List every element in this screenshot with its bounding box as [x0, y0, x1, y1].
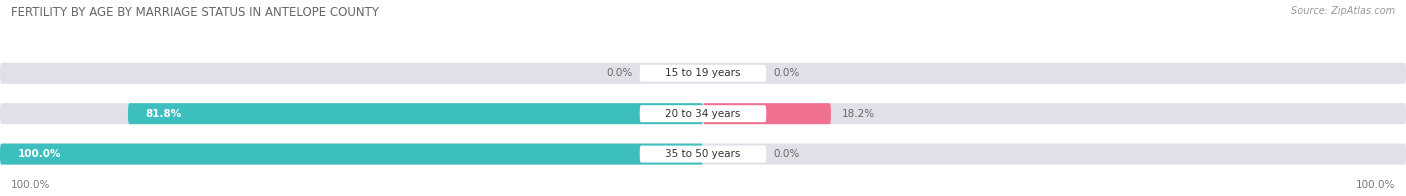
Text: 100.0%: 100.0%	[11, 180, 51, 190]
Text: 100.0%: 100.0%	[17, 149, 60, 159]
Text: 81.8%: 81.8%	[145, 109, 181, 119]
Text: FERTILITY BY AGE BY MARRIAGE STATUS IN ANTELOPE COUNTY: FERTILITY BY AGE BY MARRIAGE STATUS IN A…	[11, 6, 380, 19]
FancyBboxPatch shape	[640, 65, 766, 82]
FancyBboxPatch shape	[0, 63, 1406, 84]
Text: 35 to 50 years: 35 to 50 years	[665, 149, 741, 159]
FancyBboxPatch shape	[0, 143, 1406, 165]
FancyBboxPatch shape	[0, 143, 703, 165]
FancyBboxPatch shape	[640, 105, 766, 122]
FancyBboxPatch shape	[128, 103, 703, 124]
Text: 18.2%: 18.2%	[841, 109, 875, 119]
Text: 20 to 34 years: 20 to 34 years	[665, 109, 741, 119]
Text: 0.0%: 0.0%	[773, 68, 800, 78]
Text: 0.0%: 0.0%	[606, 68, 633, 78]
FancyBboxPatch shape	[640, 146, 766, 162]
Text: 15 to 19 years: 15 to 19 years	[665, 68, 741, 78]
FancyBboxPatch shape	[0, 103, 1406, 124]
Text: 100.0%: 100.0%	[1355, 180, 1395, 190]
Text: 0.0%: 0.0%	[773, 149, 800, 159]
Text: Source: ZipAtlas.com: Source: ZipAtlas.com	[1291, 6, 1395, 16]
FancyBboxPatch shape	[703, 103, 831, 124]
